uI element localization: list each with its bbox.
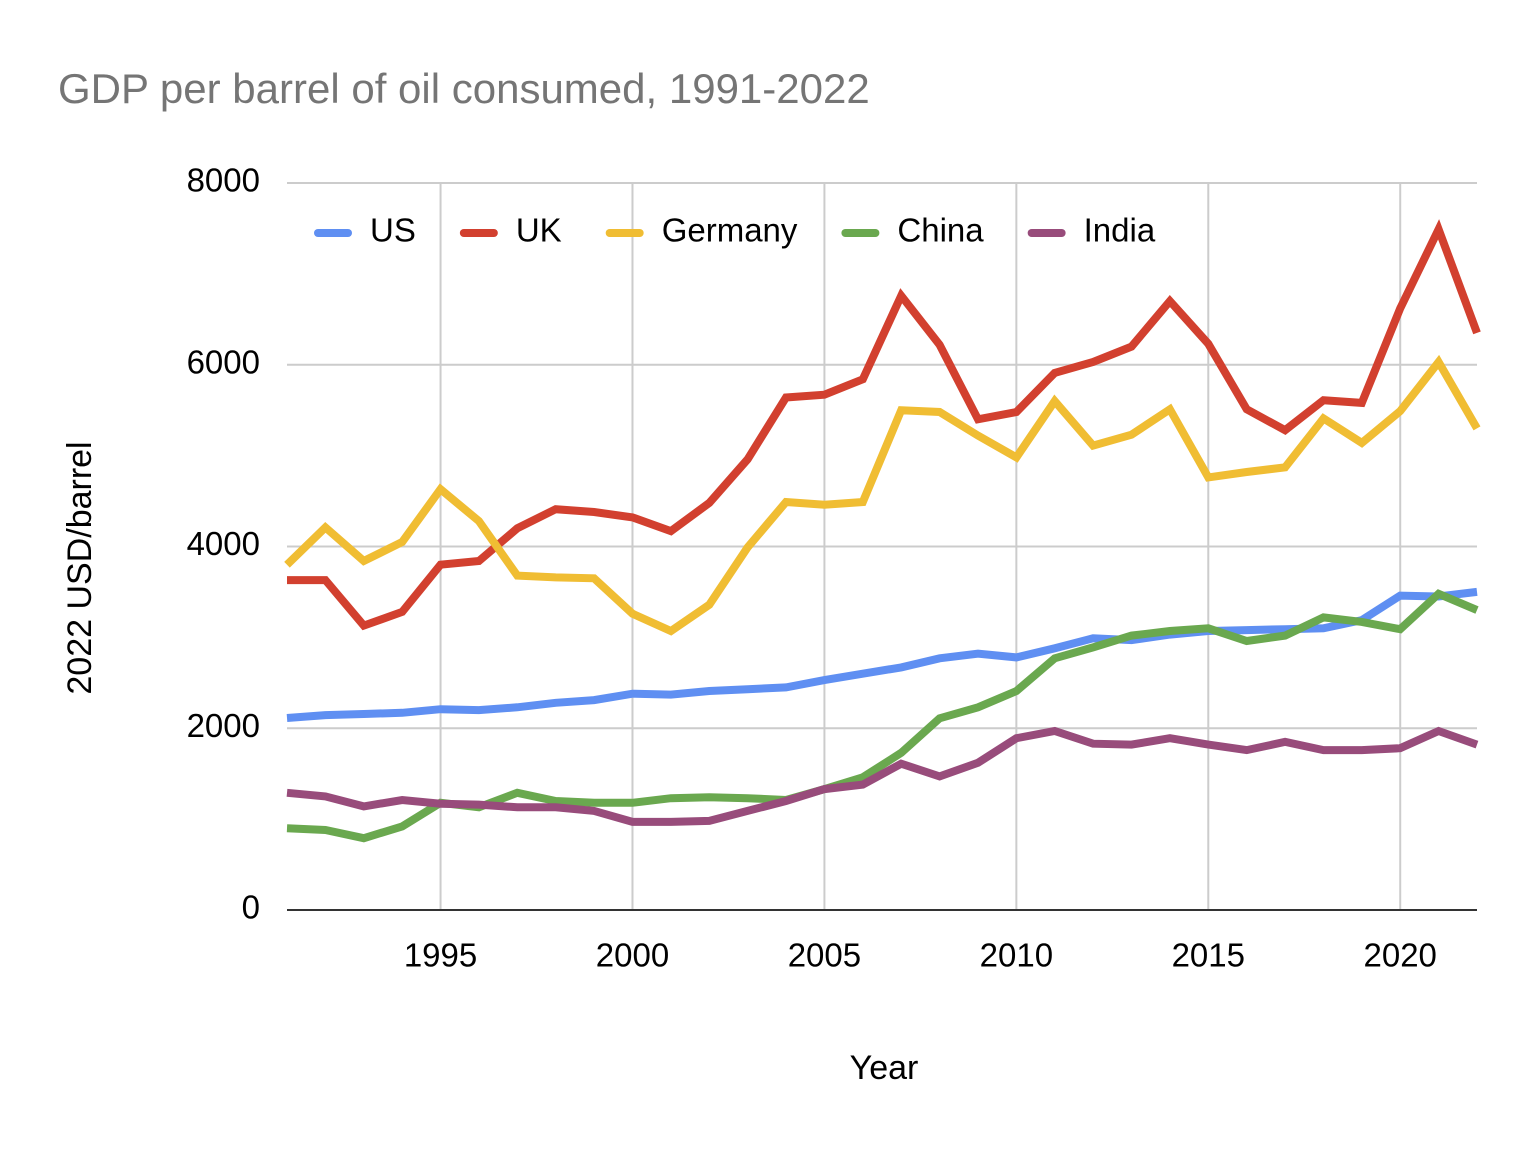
y-tick-label: 4000 xyxy=(187,525,260,562)
x-tick-label: 2005 xyxy=(788,937,861,974)
series-line xyxy=(287,219,1481,631)
legend-label: UK xyxy=(516,212,562,249)
y-tick-label: 6000 xyxy=(187,343,260,380)
x-tick-label: 2020 xyxy=(1364,937,1437,974)
x-tick-label: 2010 xyxy=(980,937,1053,974)
y-tick-label: 8000 xyxy=(187,162,260,199)
y-tick-label: 0 xyxy=(242,889,260,926)
y-tick-label: 2000 xyxy=(187,707,260,744)
y-axis-title: 2022 USD/barrel xyxy=(61,441,99,694)
x-tick-label: 2000 xyxy=(596,937,669,974)
legend-label: China xyxy=(897,212,984,249)
series-line xyxy=(284,354,1481,636)
series-line xyxy=(286,587,1478,722)
series-line xyxy=(286,726,1479,826)
x-tick-label: 1995 xyxy=(404,937,477,974)
legend-label: Germany xyxy=(662,212,798,249)
x-tick-label: 2015 xyxy=(1172,937,1245,974)
x-axis-title: Year xyxy=(850,1049,919,1087)
legend-label: US xyxy=(370,212,416,249)
legend-label: India xyxy=(1084,212,1156,249)
chart-title: GDP per barrel of oil consumed, 1991-202… xyxy=(58,65,870,112)
